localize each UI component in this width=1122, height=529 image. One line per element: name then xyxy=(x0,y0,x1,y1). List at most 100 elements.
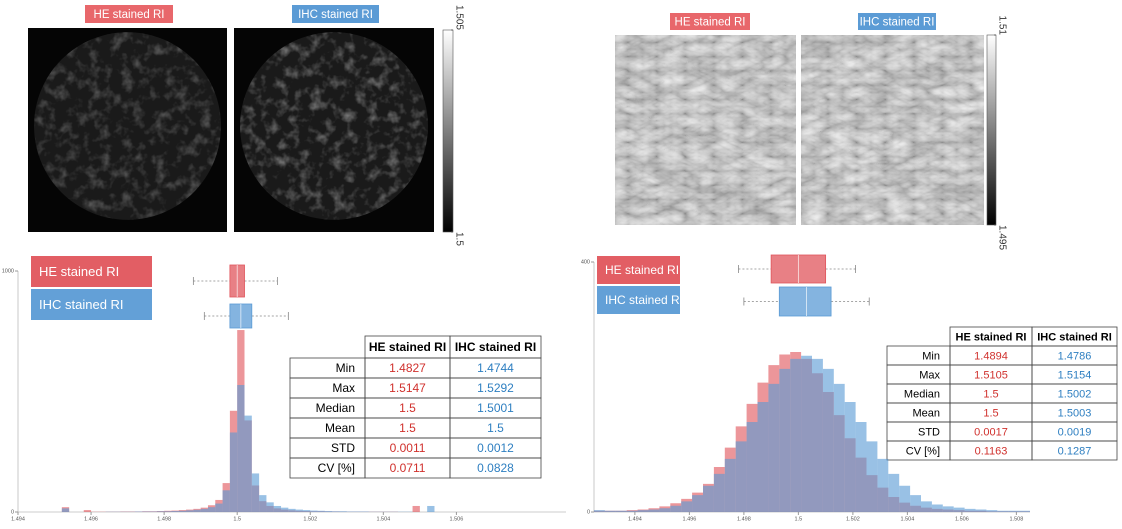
colorbar-tick-label: 1.51 xyxy=(996,16,1007,36)
table-cell-text: Mean xyxy=(325,421,355,435)
histogram-bar xyxy=(975,509,987,512)
image-label: IHC stained RI xyxy=(298,9,373,21)
histogram-bar xyxy=(812,358,823,512)
histogram-bar xyxy=(222,490,230,512)
histogram-bar xyxy=(339,511,347,512)
histogram-bar xyxy=(61,508,70,512)
table-cell-text: Min xyxy=(336,361,355,375)
x-tick-label: 1.498 xyxy=(737,516,751,522)
histogram-bar xyxy=(681,501,693,512)
image-label-badge xyxy=(292,5,379,23)
histogram-bar xyxy=(83,510,92,512)
table-cell-text: 1.5 xyxy=(983,388,998,400)
image-label-badge xyxy=(858,13,936,30)
histogram-bar xyxy=(594,510,605,512)
histogram-bar xyxy=(302,510,311,512)
legend-swatch xyxy=(597,286,680,314)
histogram-bar xyxy=(288,508,296,512)
table-cell-text: 0.0012 xyxy=(477,441,514,455)
table-cell-text: 1.4744 xyxy=(477,361,514,375)
x-tick-label: 1.5 xyxy=(233,516,241,522)
histogram-bar xyxy=(251,473,260,512)
table-header: IHC stained RI xyxy=(1037,331,1112,343)
legend-label: HE stained RI xyxy=(605,263,679,277)
image-label: IHC stained RI xyxy=(860,17,935,29)
x-tick-label: 1.504 xyxy=(900,516,914,522)
table-cell-text: 1.5292 xyxy=(477,381,514,395)
histogram-bar xyxy=(332,511,340,512)
table-cell-text: 1.5002 xyxy=(1058,388,1092,400)
table-cell-text: Median xyxy=(904,388,940,400)
histogram-bar xyxy=(997,510,1009,512)
histogram-bar xyxy=(266,502,274,512)
table-cell-text: 1.5147 xyxy=(389,381,426,395)
histogram-bar xyxy=(703,485,714,512)
histogram-bar xyxy=(427,505,435,512)
x-tick-label: 1.496 xyxy=(682,516,696,522)
colorbar-tick-label: 1.505 xyxy=(453,5,464,30)
legend-label: IHC stained RI xyxy=(605,293,683,307)
histogram-bar xyxy=(229,432,238,512)
histogram-bar xyxy=(899,485,911,512)
histogram-bar xyxy=(757,402,769,512)
histogram-bar xyxy=(746,422,758,512)
histogram-bar xyxy=(735,441,747,512)
histogram-bar xyxy=(921,501,932,512)
histogram-bar xyxy=(801,355,812,512)
y-tick-label: 400 xyxy=(581,259,590,265)
histogram-bar xyxy=(193,509,201,512)
histogram-bar xyxy=(281,507,289,512)
histogram-bar xyxy=(237,384,245,512)
histogram-bar xyxy=(877,458,889,512)
histogram-bar xyxy=(626,510,638,512)
image-label-badge xyxy=(85,5,173,23)
legend-swatch xyxy=(597,256,680,284)
x-tick-label: 1.494 xyxy=(628,516,642,522)
image-label: HE stained RI xyxy=(675,17,746,29)
table-cell-text: Median xyxy=(316,401,355,415)
table-cell-text: 1.5 xyxy=(399,421,416,435)
legend-label: IHC stained RI xyxy=(39,297,124,312)
tissue-texture xyxy=(615,35,796,225)
histogram-bar xyxy=(866,441,878,512)
x-tick-label: 1.496 xyxy=(84,516,98,522)
histogram-bar xyxy=(186,510,194,512)
tissue-texture xyxy=(801,35,984,225)
histogram-bar xyxy=(692,495,703,512)
histogram-bar xyxy=(844,402,856,512)
histogram-bar xyxy=(888,473,900,512)
table-cell-text: 0.0019 xyxy=(1058,426,1092,438)
histogram-bar xyxy=(317,510,325,512)
histogram-bar xyxy=(164,511,172,512)
table-cell-text: 1.5 xyxy=(399,401,416,415)
table-cell xyxy=(1031,440,1118,461)
image-label-badge xyxy=(670,13,750,30)
table-cell-text: 1.5 xyxy=(487,421,504,435)
table-cell-text: 0.0017 xyxy=(974,426,1008,438)
histogram-bar xyxy=(790,358,802,512)
y-tick-label: 0 xyxy=(11,509,14,515)
table-cell-text: Max xyxy=(332,381,355,395)
table-cell-text: Max xyxy=(919,369,940,381)
histogram-bar xyxy=(171,511,179,512)
table-cell-text: 0.1287 xyxy=(1058,445,1092,457)
histogram-bar xyxy=(1019,510,1030,512)
histogram-bar xyxy=(178,510,187,512)
histogram-bar xyxy=(986,510,998,512)
histogram-bar xyxy=(412,505,420,512)
legend-swatch xyxy=(31,256,152,287)
histogram-bar xyxy=(855,422,867,512)
histogram-bar xyxy=(215,503,223,512)
table-cell-text: 1.4786 xyxy=(1058,350,1092,362)
table-cell-text: 1.4827 xyxy=(389,361,426,375)
table-cell-text: 1.4894 xyxy=(974,350,1008,362)
x-tick-label: 1.506 xyxy=(450,516,464,522)
x-tick-label: 1.508 xyxy=(1009,516,1023,522)
histogram-bar xyxy=(207,507,216,512)
y-tick-label: 0 xyxy=(587,509,590,515)
x-tick-label: 1.502 xyxy=(303,516,317,522)
table-header: IHC stained RI xyxy=(455,340,536,354)
table-header: HE stained RI xyxy=(369,340,446,354)
histogram-bar xyxy=(604,510,616,512)
